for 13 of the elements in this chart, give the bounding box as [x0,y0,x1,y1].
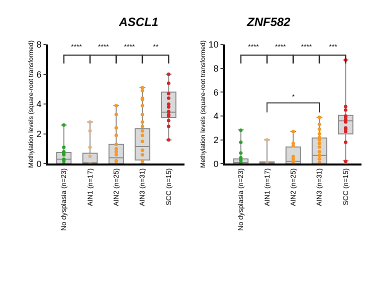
y-tick-label: 10 [208,40,219,50]
y-tick-label: 6 [36,69,42,80]
chart-title: ZNF582 [246,15,291,29]
y-tick-label: 2 [36,129,42,140]
y-tick-label: 2 [214,135,219,145]
chart-title: ASCL1 [118,15,159,29]
y-tick-label: 6 [214,87,219,98]
y-tick-label: 8 [214,63,219,74]
y-tick-label: 4 [36,99,42,110]
y-tick-label: 4 [214,111,219,122]
y-tick-label: 0 [214,158,219,169]
y-tick-label: 0 [36,158,42,169]
y-tick-label: 8 [36,40,42,50]
